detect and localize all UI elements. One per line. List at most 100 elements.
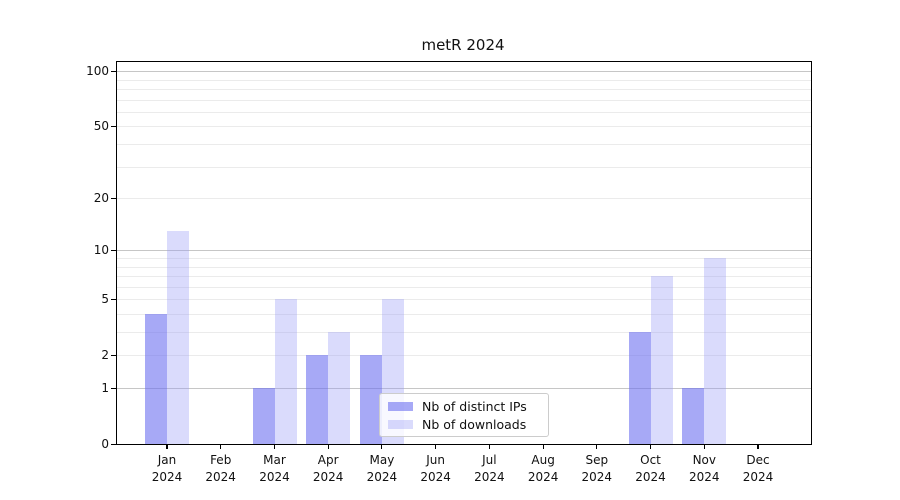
x-tick-label-line: 2024 [205,470,236,484]
gridline-minor [117,258,811,259]
x-axis-tick [649,444,652,449]
bar-distinct-ips [252,388,275,444]
x-tick-label-line: Jul [482,453,497,467]
x-tick-label: Mar 2024 [243,452,307,486]
x-axis-tick [435,444,437,449]
x-tick-label-line: 2024 [312,470,344,484]
x-tick-label-line: Feb [210,453,232,467]
legend-item-downloads: Nb of downloads [388,417,540,432]
legend-label-downloads: Nb of downloads [422,416,527,432]
x-axis-tick [596,444,598,449]
gridline-minor [117,99,811,101]
legend-swatch-distinct-ips [388,401,413,411]
bar-distinct-ips [682,388,705,444]
y-tick-label: 100 [86,64,109,79]
y-axis-tick [111,197,116,199]
bar-downloads [167,230,189,444]
x-tick-label: Jul 2024 [457,452,521,486]
y-axis-tick [111,354,116,356]
x-tick-label-line: 2024 [366,470,398,484]
gridline-major [117,250,811,252]
x-tick-label-line: 2024 [527,470,559,484]
gridline-minor [117,143,811,145]
x-tick-label-line: Apr [317,453,339,467]
legend-swatch-downloads [388,419,413,429]
gridline-minor [117,314,811,315]
gridline-minor [117,299,811,301]
gridline-minor [117,79,811,81]
y-tick-label: 2 [101,348,109,363]
y-axis-tick [111,70,116,72]
y-tick-label: 1 [101,381,109,395]
bar-downloads [328,332,351,444]
y-axis-tick [111,443,116,445]
x-tick-label: May 2024 [350,452,414,486]
x-tick-label-line: Aug [531,453,555,467]
x-tick-label-line: Mar [263,453,286,467]
y-tick-label: 50 [93,119,109,134]
x-axis-tick [703,444,705,449]
x-tick-label-line: 2024 [635,470,666,484]
gridline-minor [117,88,811,90]
y-tick-label: 0 [101,437,109,451]
x-tick-label-line: Nov [692,453,716,467]
legend-item-distinct-ips: Nb of distinct IPs [388,399,540,414]
y-axis-tick [111,387,116,389]
x-tick-label: Dec 2024 [726,452,790,486]
y-axis-tick [111,249,116,251]
bar-distinct-ips [306,355,329,444]
gridline-minor [117,276,811,277]
x-axis-tick [488,444,490,449]
gridline-minor [117,166,811,168]
x-axis-tick [542,444,544,449]
x-tick-label-line: Jun [426,453,445,467]
x-tick-label-line: Oct [640,453,661,467]
x-axis-tick [220,444,222,449]
gridline-major [117,71,811,73]
gridline-minor [117,355,811,357]
x-tick-label-line: 2024 [474,470,505,484]
y-axis-tick [111,125,116,127]
x-tick-label: Nov 2024 [672,452,736,486]
x-axis-tick [166,444,168,449]
gridline-minor [117,332,811,333]
y-tick-label: 5 [101,292,109,307]
gridline-minor [117,286,811,288]
x-tick-label: Jan 2024 [135,452,199,486]
x-tick-label-line: 2024 [151,470,183,484]
x-tick-label-line: 2024 [689,470,720,484]
x-tick-label-line: 2024 [581,470,613,484]
bar-distinct-ips [145,314,167,444]
gridline-minor [117,198,811,199]
x-tick-label-line: Jan [157,453,177,467]
x-axis-tick [327,444,329,449]
bar-downloads [704,258,727,444]
gridline-major [117,388,811,389]
x-tick-label: Feb 2024 [189,452,253,486]
bar-distinct-ips [628,332,651,444]
x-tick-label-line: Dec [746,453,770,467]
chart-legend: Nb of distinct IPs Nb of downloads [379,393,549,437]
y-axis-tick [111,298,116,300]
x-tick-label-line: May [369,453,395,467]
x-axis-tick [381,444,383,449]
gridline-minor [117,266,811,268]
x-tick-label-line: 2024 [259,470,290,484]
y-tick-label: 20 [93,191,109,205]
bar-downloads [650,276,673,444]
x-tick-label-line: 2024 [742,470,774,484]
gridline-minor [117,126,811,128]
x-tick-label: Apr 2024 [296,452,360,486]
x-tick-label: Aug 2024 [511,452,575,486]
legend-label-distinct-ips: Nb of distinct IPs [422,398,527,414]
x-tick-label-line: 2024 [420,470,451,484]
x-tick-label: Jun 2024 [404,452,468,486]
x-tick-label: Sep 2024 [565,452,629,486]
x-axis-tick [273,444,276,449]
bar-distinct-ips [359,355,382,444]
x-tick-label-line: Sep [585,453,609,467]
gridline-minor [117,111,811,113]
y-tick-label: 10 [93,243,109,258]
chart-title: metR 2024 [421,36,505,54]
